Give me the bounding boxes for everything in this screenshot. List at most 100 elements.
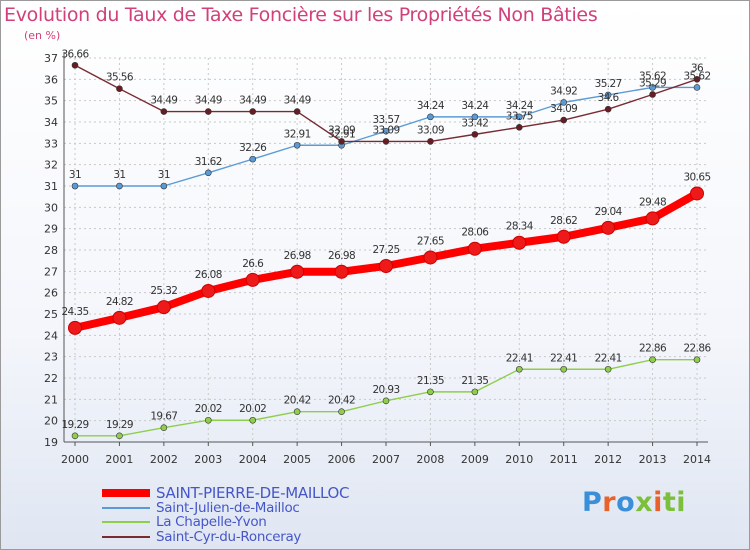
data-label: 19.29 — [61, 419, 88, 431]
data-point — [649, 356, 656, 363]
data-label: 34.49 — [195, 95, 222, 107]
x-tick-label: 2012 — [594, 453, 622, 466]
x-tick-label: 2002 — [150, 453, 178, 466]
data-point — [604, 91, 612, 99]
data-point — [204, 416, 212, 424]
data-labels-layer: 24.35 24.82 25.32 26.08 26.6 26.98 26.98 27.25 2… — [61, 48, 712, 431]
data-point — [382, 127, 390, 135]
data-point — [71, 61, 79, 69]
data-point — [204, 169, 212, 177]
y-tick-label: 24 — [44, 329, 58, 342]
y-tick-label: 22 — [44, 372, 58, 385]
data-label: 22.41 — [550, 352, 577, 364]
data-label: 35.27 — [595, 78, 622, 90]
data-point — [693, 76, 701, 83]
data-point — [427, 138, 434, 145]
data-point — [649, 84, 656, 91]
data-point — [338, 408, 345, 416]
data-point — [515, 113, 523, 121]
y-tick-label: 33 — [44, 137, 58, 150]
data-point — [382, 138, 390, 145]
legend-swatch-saint-julien — [102, 506, 150, 509]
data-point — [423, 250, 438, 265]
x-tick-label: 2005 — [283, 453, 311, 466]
data-point — [693, 84, 701, 91]
data-point — [382, 397, 390, 405]
y-tick-label: 19 — [44, 436, 58, 449]
data-point — [293, 141, 301, 149]
data-point — [512, 235, 527, 250]
legend-item-saint-pierre: SAINT-PIERRE-DE-MAILLOC — [102, 484, 350, 502]
data-label: 35.62 — [639, 70, 666, 82]
data-point — [112, 310, 127, 325]
data-label: 35.29 — [639, 77, 666, 89]
data-point — [249, 108, 257, 115]
data-label: 34.24 — [461, 100, 489, 112]
data-label: 21.35 — [417, 375, 444, 387]
x-tick-label: 2008 — [416, 453, 444, 466]
x-tick-label: 2013 — [639, 453, 667, 466]
legend-label-saint-julien: Saint-Julien-de-Mailloc — [156, 499, 300, 516]
data-label: 34.6 — [598, 92, 620, 104]
data-label: 33.42 — [461, 117, 488, 129]
data-point — [645, 211, 660, 226]
y-tick-label: 20 — [44, 415, 58, 428]
data-label: 20.42 — [328, 395, 355, 407]
data-point — [427, 388, 434, 396]
x-tick-label: 2010 — [505, 453, 533, 466]
data-label: 31.62 — [195, 156, 222, 168]
data-point — [160, 182, 168, 190]
data-label: 32.91 — [284, 128, 311, 140]
y-tick-label: 21 — [44, 393, 58, 406]
data-label: 20.42 — [284, 395, 311, 407]
data-point — [293, 108, 301, 115]
data-label: 33.09 — [372, 124, 399, 136]
x-tick-label: 2009 — [461, 453, 489, 466]
data-label: 34.92 — [550, 85, 577, 97]
y-tick-label: 28 — [44, 244, 58, 257]
legend-swatch-la-chapelle — [102, 521, 150, 524]
data-label: 33.75 — [506, 110, 533, 122]
data-point — [604, 365, 612, 373]
x-tick-label: 2000 — [61, 453, 89, 466]
data-point — [201, 283, 216, 298]
data-point — [160, 424, 168, 432]
y-tick-label: 32 — [44, 159, 58, 172]
data-label: 21.35 — [461, 375, 488, 387]
data-label: 26.08 — [195, 269, 222, 281]
legend-item-saint-julien: Saint-Julien-de-Mailloc — [102, 499, 349, 516]
data-point — [249, 416, 257, 424]
y-tick-label: 36 — [44, 73, 58, 86]
y-tick-label: 25 — [44, 308, 58, 321]
legend-item-saint-cyr: Saint-Cyr-du-Ronceray — [102, 529, 349, 545]
data-point — [245, 272, 260, 287]
data-label: 19.67 — [150, 411, 177, 423]
data-point — [560, 99, 568, 106]
data-point — [693, 356, 701, 363]
data-label: 27.25 — [372, 244, 399, 256]
data-point — [116, 85, 123, 93]
data-point — [71, 432, 79, 440]
data-point — [338, 138, 345, 145]
data-point — [160, 108, 168, 115]
data-label: 32.91 — [328, 128, 355, 140]
data-point — [690, 186, 704, 201]
data-label: 35.62 — [683, 70, 710, 82]
data-point — [649, 91, 656, 98]
data-label: 20.93 — [372, 384, 399, 396]
data-point — [471, 131, 479, 138]
x-tick-label: 2011 — [550, 453, 578, 466]
data-point — [249, 155, 257, 163]
data-point — [116, 182, 123, 190]
data-label: 28.62 — [550, 215, 577, 227]
y-tick-label: 30 — [44, 201, 58, 214]
data-label: 28.34 — [506, 221, 534, 233]
data-point — [334, 264, 349, 279]
data-point — [515, 365, 523, 373]
data-label: 34.24 — [506, 100, 534, 112]
data-label: 22.86 — [683, 343, 711, 355]
y-tick-label: 27 — [44, 265, 58, 278]
data-label: 36.66 — [61, 48, 89, 60]
x-tick-label: 2001 — [105, 453, 133, 466]
y-tick-label: 23 — [44, 351, 58, 364]
